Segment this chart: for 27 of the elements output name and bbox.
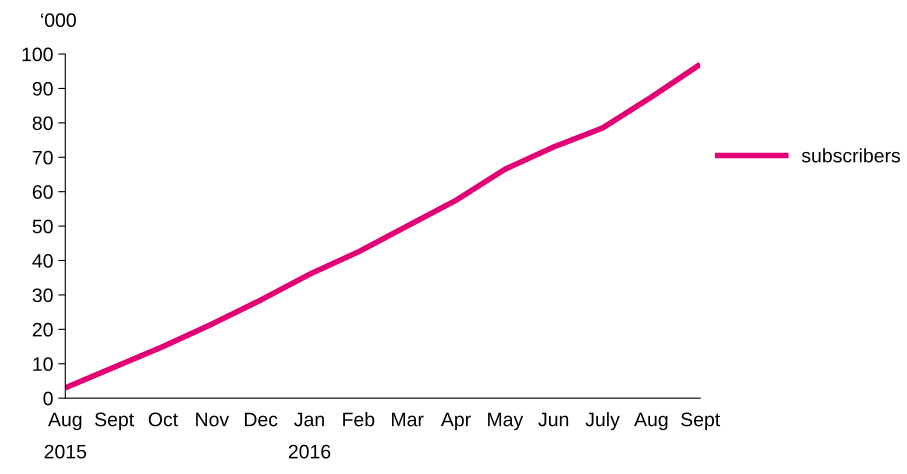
y-tick-label: 30 — [32, 288, 53, 302]
x-tick-label: Apr — [440, 412, 471, 430]
x-tick-label: Jan 2016 — [288, 412, 330, 459]
x-tick-label: Oct — [148, 412, 178, 426]
y-tick-label: 40 — [32, 254, 53, 268]
y-tick-label: 100 — [22, 48, 53, 62]
y-tick-label: 90 — [32, 82, 53, 96]
y-tick-label: 60 — [32, 185, 53, 199]
x-tick-label: Feb — [343, 412, 374, 426]
x-tick-label: Dec — [244, 412, 278, 426]
x-tick-label: Mar — [392, 412, 424, 426]
x-tick-label: July — [586, 412, 620, 430]
y-tick-label: 10 — [33, 357, 53, 371]
x-tick-label: Sept — [681, 412, 720, 430]
y-tick-label: 70 — [32, 150, 53, 165]
y-tick-label: 80 — [32, 116, 53, 130]
x-tick-label: Aug — [634, 412, 668, 430]
x-tick-label: Sept — [95, 412, 134, 430]
legend-label: subscribers — [802, 148, 900, 162]
x-tick-label: May — [488, 412, 524, 430]
x-tick-label: Jun — [538, 412, 568, 426]
x-tick-label: Aug 2015 — [44, 412, 86, 459]
y-tick-label: 20 — [32, 322, 53, 337]
y-tick-label: 0 — [43, 392, 53, 406]
x-tick-label: Nov — [196, 412, 230, 426]
y-axis-title: ‘000 — [41, 13, 76, 27]
y-tick-label: 50 — [32, 220, 53, 234]
